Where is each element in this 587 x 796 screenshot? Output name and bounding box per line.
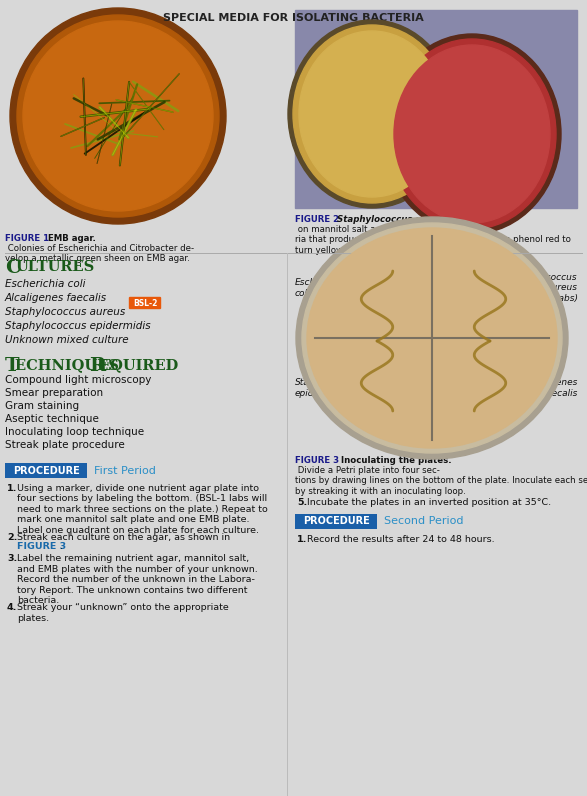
Text: 1.: 1. [297, 535, 308, 544]
Text: on mannitol salt agar. Bacte-
ria that produce acid from mannitol will cause the: on mannitol salt agar. Bacte- ria that p… [295, 225, 571, 255]
Text: 5.: 5. [297, 498, 307, 507]
Text: Using a marker, divide one nutrient agar plate into
four sections by labeling th: Using a marker, divide one nutrient agar… [17, 484, 268, 535]
Bar [295, 10, 577, 208]
Text: 3.: 3. [7, 554, 17, 564]
Text: Staphylococcus epidermidis: Staphylococcus epidermidis [5, 321, 151, 331]
Ellipse shape [383, 34, 561, 234]
Ellipse shape [394, 45, 550, 223]
Text: Staphylococcus
aureus
(BSL-2 Labs): Staphylococcus aureus (BSL-2 Labs) [507, 273, 578, 303]
Text: Gram staining: Gram staining [5, 401, 79, 411]
Text: Inoculating loop technique: Inoculating loop technique [5, 427, 144, 437]
Text: Streak your “unknown” onto the appropriate
plates.: Streak your “unknown” onto the appropria… [17, 603, 229, 622]
Text: Alcaligenes
faecalis: Alcaligenes faecalis [527, 378, 578, 398]
Text: 4.: 4. [7, 603, 18, 612]
Ellipse shape [388, 39, 556, 229]
Text: ULTURES: ULTURES [15, 260, 95, 274]
Text: Record the results after 24 to 48 hours.: Record the results after 24 to 48 hours. [307, 535, 495, 544]
Ellipse shape [293, 25, 451, 203]
Text: EMB agar.: EMB agar. [45, 234, 96, 243]
Text: SPECIAL MEDIA FOR ISOLATING BACTERIA: SPECIAL MEDIA FOR ISOLATING BACTERIA [163, 13, 423, 23]
Text: .: . [60, 542, 63, 551]
Ellipse shape [288, 20, 456, 208]
Text: 2.: 2. [7, 533, 18, 542]
Ellipse shape [296, 217, 568, 459]
Bar [295, 514, 377, 529]
Text: Inoculating the plates.: Inoculating the plates. [338, 456, 451, 465]
Text: BSL-2: BSL-2 [133, 298, 157, 307]
Text: Escherichia coli: Escherichia coli [5, 279, 86, 289]
Text: FIGURE 2: FIGURE 2 [295, 215, 339, 224]
Ellipse shape [307, 228, 557, 448]
Text: FIGURE 3: FIGURE 3 [17, 542, 66, 551]
Text: Staphylococcus
epidermidis: Staphylococcus epidermidis [295, 378, 366, 398]
Text: ECHNIQUES: ECHNIQUES [15, 358, 124, 372]
Text: FIGURE 3: FIGURE 3 [295, 456, 339, 465]
Text: Aseptic technique: Aseptic technique [5, 414, 99, 424]
Text: Streak plate procedure: Streak plate procedure [5, 440, 125, 450]
Ellipse shape [299, 31, 445, 197]
Circle shape [10, 8, 226, 224]
Circle shape [17, 15, 219, 217]
Text: FIGURE 1: FIGURE 1 [5, 234, 49, 243]
Text: Label the remaining nutrient agar, mannitol salt,
and EMB plates with the number: Label the remaining nutrient agar, manni… [17, 554, 258, 605]
Text: Staphylococcus aureus: Staphylococcus aureus [334, 215, 449, 224]
Text: Divide a Petri plate into four sec-
tions by drawing lines on the bottom of the : Divide a Petri plate into four sec- tion… [295, 466, 587, 496]
Ellipse shape [302, 223, 562, 453]
Text: C: C [5, 259, 21, 277]
Text: Compound light microscopy: Compound light microscopy [5, 375, 151, 385]
Text: T: T [5, 357, 19, 375]
Text: Staphylococcus aureus: Staphylococcus aureus [5, 307, 125, 317]
Text: Incubate the plates in an inverted position at 35°C.: Incubate the plates in an inverted posit… [307, 498, 551, 507]
Circle shape [23, 21, 213, 211]
Text: Escherichia
coli: Escherichia coli [295, 279, 347, 298]
Text: PROCEDURE: PROCEDURE [303, 517, 369, 526]
Text: Alcaligenes faecalis: Alcaligenes faecalis [5, 293, 107, 303]
Text: R: R [89, 357, 105, 375]
Text: Colonies of Escherichia and Citrobacter de-
velop a metallic green sheen on EMB : Colonies of Escherichia and Citrobacter … [5, 244, 194, 263]
Text: Streak each culture on the agar, as shown in: Streak each culture on the agar, as show… [17, 533, 230, 552]
Bar [5, 463, 87, 478]
Text: Smear preparation: Smear preparation [5, 388, 103, 398]
Text: EQUIRED: EQUIRED [99, 358, 178, 372]
Text: PROCEDURE: PROCEDURE [13, 466, 79, 475]
Text: First Period: First Period [94, 466, 156, 475]
Text: Second Period: Second Period [384, 517, 464, 526]
Text: 1.: 1. [7, 484, 18, 493]
FancyBboxPatch shape [129, 297, 161, 309]
Text: Unknown mixed culture: Unknown mixed culture [5, 335, 129, 345]
